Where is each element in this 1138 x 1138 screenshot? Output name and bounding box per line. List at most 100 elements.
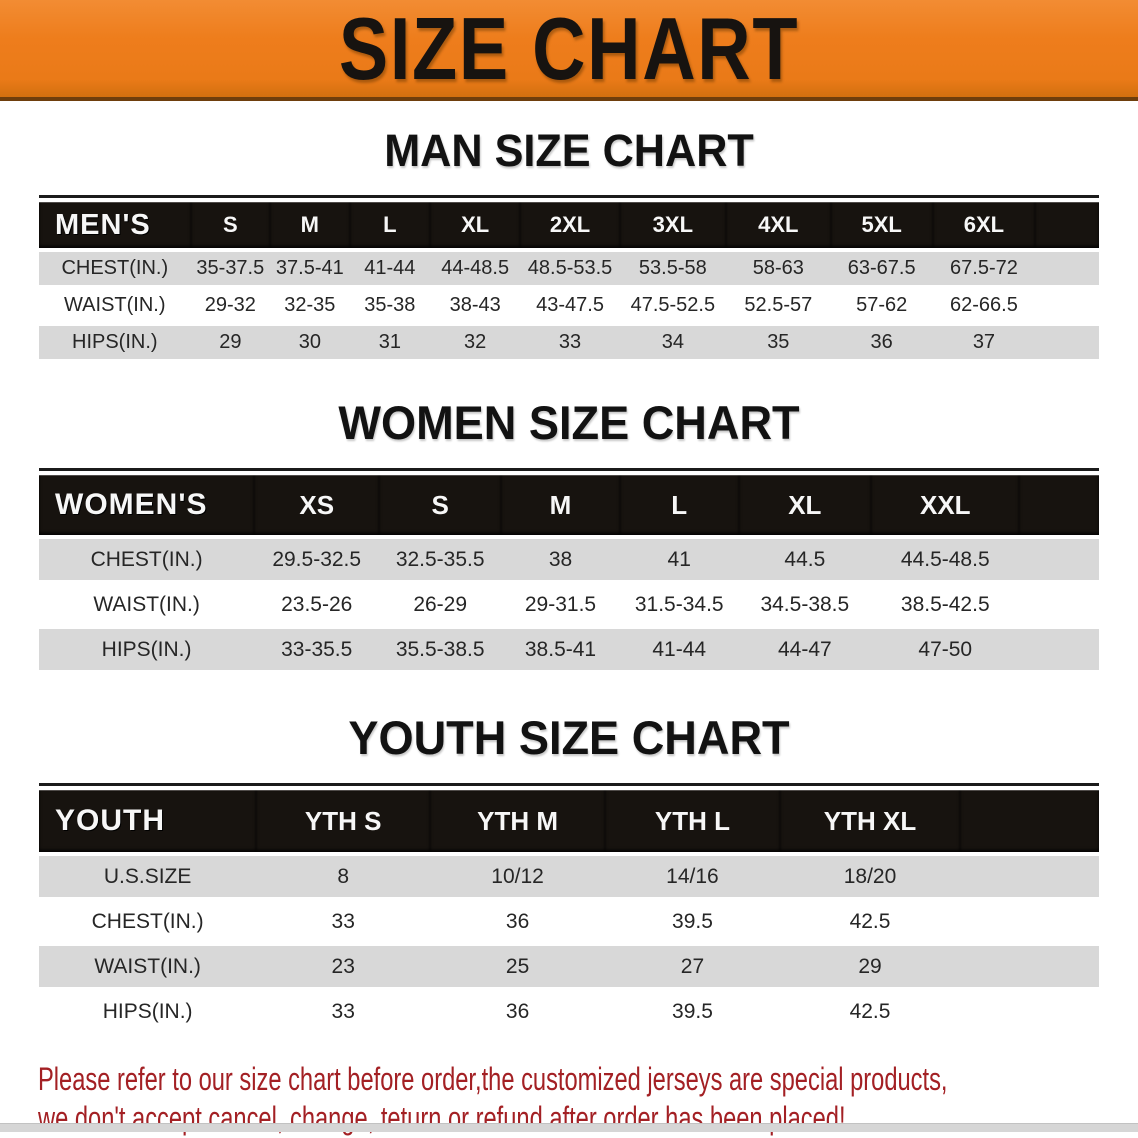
size-value-cell: 42.5 xyxy=(779,901,961,942)
size-value-cell: 29-31.5 xyxy=(501,584,620,625)
size-value-cell: 43-47.5 xyxy=(520,289,620,322)
youth-table-header-row: YOUTH YTH S YTH M YTH L YTH XL xyxy=(39,790,1099,852)
size-value-cell: 27 xyxy=(605,946,780,987)
size-column-header: 2XL xyxy=(520,202,620,248)
women-table-top-rule xyxy=(39,468,1099,471)
size-column-header: L xyxy=(349,202,431,248)
size-value-cell: 63-67.5 xyxy=(830,252,933,285)
size-value-cell: 58-63 xyxy=(725,252,831,285)
size-value-cell: 29-32 xyxy=(190,289,271,322)
size-value-cell: 53.5-58 xyxy=(619,252,726,285)
size-value-cell: 52.5-57 xyxy=(725,289,831,322)
size-value-cell: 35 xyxy=(725,326,831,359)
size-value-cell: 36 xyxy=(430,991,606,1032)
men-size-table: MEN'S S M L XL 2XL 3XL 4XL 5XL 6XL CHEST… xyxy=(39,198,1099,363)
spacer-cell xyxy=(1035,289,1099,322)
size-value-cell: 42.5 xyxy=(779,991,961,1032)
size-column-header: 5XL xyxy=(830,202,933,248)
size-value-cell: 38.5-41 xyxy=(501,629,620,670)
size-value-cell: 30 xyxy=(270,326,350,359)
women-table-corner-label: WOMEN'S xyxy=(39,475,255,535)
table-row-waist: WAIST(IN.) 23 25 27 29 xyxy=(39,946,1099,987)
spacer-cell xyxy=(1019,584,1099,625)
size-value-cell: 67.5-72 xyxy=(932,252,1036,285)
size-value-cell: 23 xyxy=(256,946,431,987)
spacer-cell xyxy=(960,991,1099,1032)
size-value-cell: 8 xyxy=(256,856,431,897)
row-label: CHEST(IN.) xyxy=(39,901,257,942)
size-value-cell: 38.5-42.5 xyxy=(871,584,1020,625)
size-value-cell: 48.5-53.5 xyxy=(520,252,620,285)
table-row-hips: HIPS(IN.) 33-35.5 35.5-38.5 38.5-41 41-4… xyxy=(39,629,1099,670)
size-value-cell: 29 xyxy=(190,326,271,359)
size-value-cell: 36 xyxy=(430,901,606,942)
size-value-cell: 35-38 xyxy=(349,289,431,322)
women-section-heading: WOMEN SIZE CHART xyxy=(338,396,800,449)
men-table-corner-label: MEN'S xyxy=(39,202,191,248)
size-value-cell: 35.5-38.5 xyxy=(379,629,502,670)
size-column-header: 3XL xyxy=(619,202,726,248)
size-value-cell: 32 xyxy=(430,326,521,359)
disclaimer: Please refer to our size chart before or… xyxy=(38,1060,1138,1138)
size-column-header: YTH XL xyxy=(779,790,961,852)
size-column-header: S xyxy=(379,475,502,535)
size-value-cell: 10/12 xyxy=(430,856,606,897)
size-value-cell: 41-44 xyxy=(619,629,739,670)
spacer-cell xyxy=(1035,252,1099,285)
row-label: CHEST(IN.) xyxy=(39,539,255,580)
row-label: WAIST(IN.) xyxy=(39,946,257,987)
youth-section-heading: YOUTH SIZE CHART xyxy=(348,711,790,764)
size-column-header: L xyxy=(619,475,739,535)
spacer-cell xyxy=(960,856,1099,897)
table-row-hips: HIPS(IN.) 33 36 39.5 42.5 xyxy=(39,991,1099,1032)
size-value-cell: 33 xyxy=(256,901,431,942)
size-column-header: XL xyxy=(430,202,521,248)
size-column-header: M xyxy=(270,202,350,248)
row-label: CHEST(IN.) xyxy=(39,252,191,285)
men-table-top-rule xyxy=(39,195,1099,198)
men-section-heading: MAN SIZE CHART xyxy=(384,125,754,176)
size-column-header: XXL xyxy=(871,475,1020,535)
size-value-cell: 34.5-38.5 xyxy=(738,584,872,625)
spacer-cell xyxy=(960,790,1099,852)
size-value-cell: 31.5-34.5 xyxy=(619,584,739,625)
size-value-cell: 33-35.5 xyxy=(254,629,380,670)
table-row-us-size: U.S.SIZE 8 10/12 14/16 18/20 xyxy=(39,856,1099,897)
size-column-header: S xyxy=(190,202,271,248)
size-value-cell: 44.5-48.5 xyxy=(871,539,1020,580)
row-label: WAIST(IN.) xyxy=(39,289,191,322)
women-size-table: WOMEN'S XS S M L XL XXL CHEST(IN.) 29.5-… xyxy=(39,471,1099,674)
size-value-cell: 44-48.5 xyxy=(430,252,521,285)
size-value-cell: 36 xyxy=(830,326,933,359)
size-value-cell: 23.5-26 xyxy=(254,584,380,625)
size-value-cell: 34 xyxy=(619,326,726,359)
women-table-header-row: WOMEN'S XS S M L XL XXL xyxy=(39,475,1099,535)
size-value-cell: 57-62 xyxy=(830,289,933,322)
size-chart-banner: SIZE CHART xyxy=(0,0,1138,101)
banner-title: SIZE CHART xyxy=(338,0,800,98)
disclaimer-line-1: Please refer to our size chart before or… xyxy=(38,1061,948,1097)
size-value-cell: 39.5 xyxy=(605,991,780,1032)
row-label: HIPS(IN.) xyxy=(39,991,257,1032)
size-column-header: 4XL xyxy=(725,202,831,248)
spacer-cell xyxy=(1019,539,1099,580)
size-value-cell: 41 xyxy=(619,539,739,580)
row-label: U.S.SIZE xyxy=(39,856,257,897)
size-value-cell: 44.5 xyxy=(738,539,872,580)
size-value-cell: 47-50 xyxy=(871,629,1020,670)
size-value-cell: 14/16 xyxy=(605,856,780,897)
size-value-cell: 32-35 xyxy=(270,289,350,322)
spacer-cell xyxy=(960,946,1099,987)
spacer-cell xyxy=(1019,475,1099,535)
size-value-cell: 32.5-35.5 xyxy=(379,539,502,580)
row-label: WAIST(IN.) xyxy=(39,584,255,625)
table-row-hips: HIPS(IN.) 29 30 31 32 33 34 35 36 37 xyxy=(39,326,1099,359)
table-row-chest: CHEST(IN.) 33 36 39.5 42.5 xyxy=(39,901,1099,942)
spacer-cell xyxy=(1035,326,1099,359)
size-column-header: XL xyxy=(738,475,872,535)
bottom-edge-strip xyxy=(0,1123,1138,1132)
youth-table-top-rule xyxy=(39,783,1099,786)
table-row-chest: CHEST(IN.) 29.5-32.5 32.5-35.5 38 41 44.… xyxy=(39,539,1099,580)
size-value-cell: 33 xyxy=(520,326,620,359)
spacer-cell xyxy=(960,901,1099,942)
